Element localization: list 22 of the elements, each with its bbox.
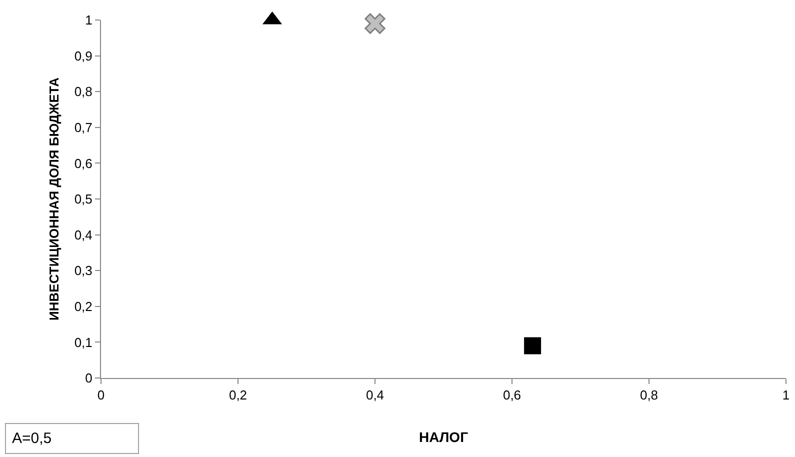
y-tick-label: 0 xyxy=(85,370,92,386)
y-tick-label: 0,2 xyxy=(74,298,92,314)
y-tick-label: 0,6 xyxy=(74,156,92,171)
x-tick-label: 1 xyxy=(782,388,790,403)
y-tick-label: 0,5 xyxy=(74,192,92,207)
x-tick-label: 0 xyxy=(97,388,105,403)
x-tick-label: 0,4 xyxy=(366,388,384,403)
y-tick-label: 1 xyxy=(85,12,92,28)
y-axis-title: ИНВЕСТИЦИОННАЯ ДОЛЯ БЮДЖЕТА xyxy=(46,76,62,320)
x-tick-label: 0,8 xyxy=(640,388,658,403)
point xyxy=(364,13,386,34)
x-tick-label: 0,6 xyxy=(502,388,522,403)
y-tick-label: 0,3 xyxy=(74,263,92,278)
y-tick-label: 0,1 xyxy=(74,334,92,350)
x-axis-title: НАЛОГ xyxy=(418,428,468,445)
y-tick-label: 0,8 xyxy=(74,84,92,100)
text: A=0,5 xyxy=(12,430,52,447)
y-tick-label: 0,7 xyxy=(74,120,92,135)
y-tick-label: 0,9 xyxy=(74,48,92,64)
y-tick-label: 0,4 xyxy=(74,227,92,242)
point xyxy=(524,337,542,354)
x-tick-label: 0,2 xyxy=(228,388,248,403)
